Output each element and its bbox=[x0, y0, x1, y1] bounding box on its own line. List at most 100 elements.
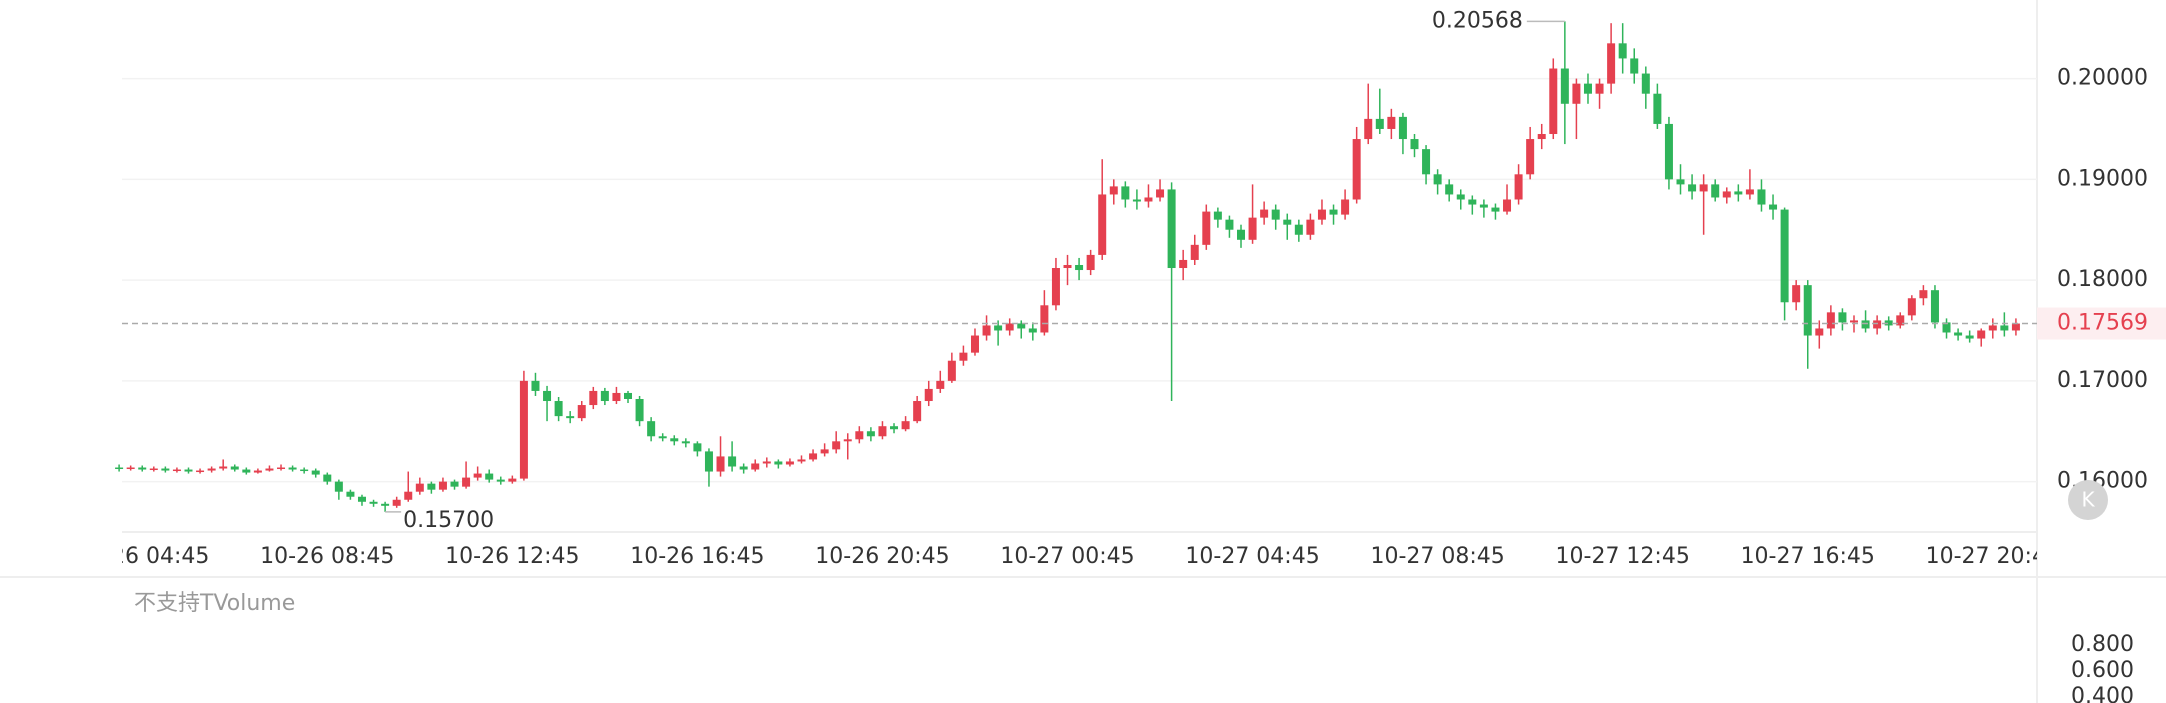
x-tick-label: 10-26 20:45 bbox=[815, 544, 949, 569]
y-tick-label: 0.18000 bbox=[2057, 267, 2148, 292]
candle-body bbox=[693, 443, 702, 452]
x-tick-label: 10-26 12:45 bbox=[445, 544, 579, 569]
candle-body bbox=[1977, 330, 1986, 339]
candle-body bbox=[1317, 209, 1326, 220]
x-tick-label: 10-26 08:45 bbox=[260, 544, 394, 569]
candle-body bbox=[1306, 219, 1315, 235]
candle-body bbox=[126, 467, 135, 470]
candle-body bbox=[970, 335, 979, 353]
candle-body bbox=[149, 468, 158, 471]
candle-body bbox=[1294, 224, 1303, 235]
candle-body bbox=[1583, 83, 1592, 94]
candle-body bbox=[1341, 199, 1350, 215]
candle-body bbox=[1179, 259, 1188, 269]
candle-body bbox=[1965, 335, 1974, 339]
candle-body bbox=[1514, 174, 1523, 200]
candle-body bbox=[936, 380, 945, 389]
candle-body bbox=[1595, 83, 1604, 94]
x-tick-label: 10-26 16:45 bbox=[630, 544, 764, 569]
candle-body bbox=[843, 439, 852, 442]
candle-body bbox=[1907, 298, 1916, 316]
candle-body bbox=[1075, 264, 1084, 271]
candle-body bbox=[1664, 123, 1673, 180]
candle-body bbox=[1005, 323, 1014, 331]
candle-body bbox=[1607, 43, 1616, 84]
candle-body bbox=[1688, 184, 1697, 192]
candle-body bbox=[1560, 68, 1569, 104]
x-tick-label: 10-26 04:45 bbox=[75, 544, 209, 569]
candle-body bbox=[438, 481, 447, 490]
candle-body bbox=[589, 390, 598, 406]
candle-body bbox=[115, 467, 124, 470]
candle-body bbox=[1526, 139, 1535, 175]
candle-body bbox=[1468, 199, 1477, 205]
candle-body bbox=[797, 459, 806, 462]
candle-body bbox=[334, 481, 343, 492]
candle-body bbox=[1792, 285, 1801, 303]
candle-body bbox=[1803, 285, 1812, 336]
candle-body bbox=[1121, 186, 1130, 200]
last-price-bg bbox=[2037, 307, 2166, 340]
candle-body bbox=[1202, 211, 1211, 245]
candle-body bbox=[1479, 204, 1488, 208]
volume-y-tick-label: 0.600 bbox=[2071, 658, 2134, 683]
candle-body bbox=[924, 388, 933, 402]
candle-body bbox=[832, 441, 841, 450]
candle-body bbox=[566, 416, 575, 419]
candle-body bbox=[728, 456, 737, 467]
candle-body bbox=[1387, 116, 1396, 129]
candle-body bbox=[543, 390, 552, 402]
candle-body bbox=[427, 483, 436, 490]
candle-body bbox=[265, 468, 274, 471]
candle-body bbox=[1422, 149, 1431, 175]
candle-body bbox=[519, 380, 528, 479]
candle-body bbox=[1063, 264, 1072, 269]
candle-body bbox=[1896, 315, 1905, 326]
candle-body bbox=[1398, 116, 1407, 140]
candle-body bbox=[1711, 184, 1720, 198]
k-button bbox=[2068, 480, 2108, 520]
candle-body bbox=[1757, 189, 1766, 205]
candle-body bbox=[1838, 312, 1847, 323]
candle-body bbox=[890, 426, 899, 430]
x-tick-label: 10-27 08:45 bbox=[1370, 544, 1504, 569]
candle-body bbox=[207, 468, 216, 471]
candle-body bbox=[1329, 209, 1338, 215]
candle-body bbox=[531, 380, 540, 391]
candle-body bbox=[1537, 134, 1546, 140]
candle-body bbox=[508, 478, 517, 482]
candle-body bbox=[323, 474, 332, 482]
candle-body bbox=[1260, 209, 1269, 218]
candle-body bbox=[1248, 217, 1257, 240]
candle-body bbox=[762, 461, 771, 464]
candle-body bbox=[1051, 268, 1060, 306]
candle-body bbox=[1745, 189, 1754, 195]
last-price-label: 0.17569 bbox=[2057, 311, 2148, 336]
candle-body bbox=[161, 468, 170, 471]
candle-body bbox=[253, 470, 262, 473]
candle-body bbox=[913, 401, 922, 422]
candle-body bbox=[774, 461, 783, 465]
candle-body bbox=[1630, 58, 1639, 74]
candle-body bbox=[1873, 320, 1882, 329]
y-tick-label: 0.20000 bbox=[2057, 66, 2148, 91]
volume-y-tick-label: 0.400 bbox=[2071, 684, 2134, 703]
candle-body bbox=[1734, 191, 1743, 195]
candle-body bbox=[473, 473, 482, 478]
candle-body bbox=[1491, 207, 1500, 212]
candle-body bbox=[1549, 68, 1558, 135]
y-tick-label: 0.17000 bbox=[2057, 368, 2148, 393]
candle-body bbox=[1826, 312, 1835, 329]
candle-body bbox=[1017, 323, 1026, 329]
candle-body bbox=[1699, 184, 1708, 192]
candle-body bbox=[704, 451, 713, 472]
candle-body bbox=[670, 438, 679, 442]
candle-body bbox=[1132, 199, 1141, 202]
candle-body bbox=[1861, 320, 1870, 329]
candle-body bbox=[1156, 189, 1165, 198]
candle-body bbox=[496, 479, 505, 482]
candle-body bbox=[959, 352, 968, 361]
candle-body bbox=[785, 461, 794, 465]
candle-body bbox=[392, 499, 401, 506]
